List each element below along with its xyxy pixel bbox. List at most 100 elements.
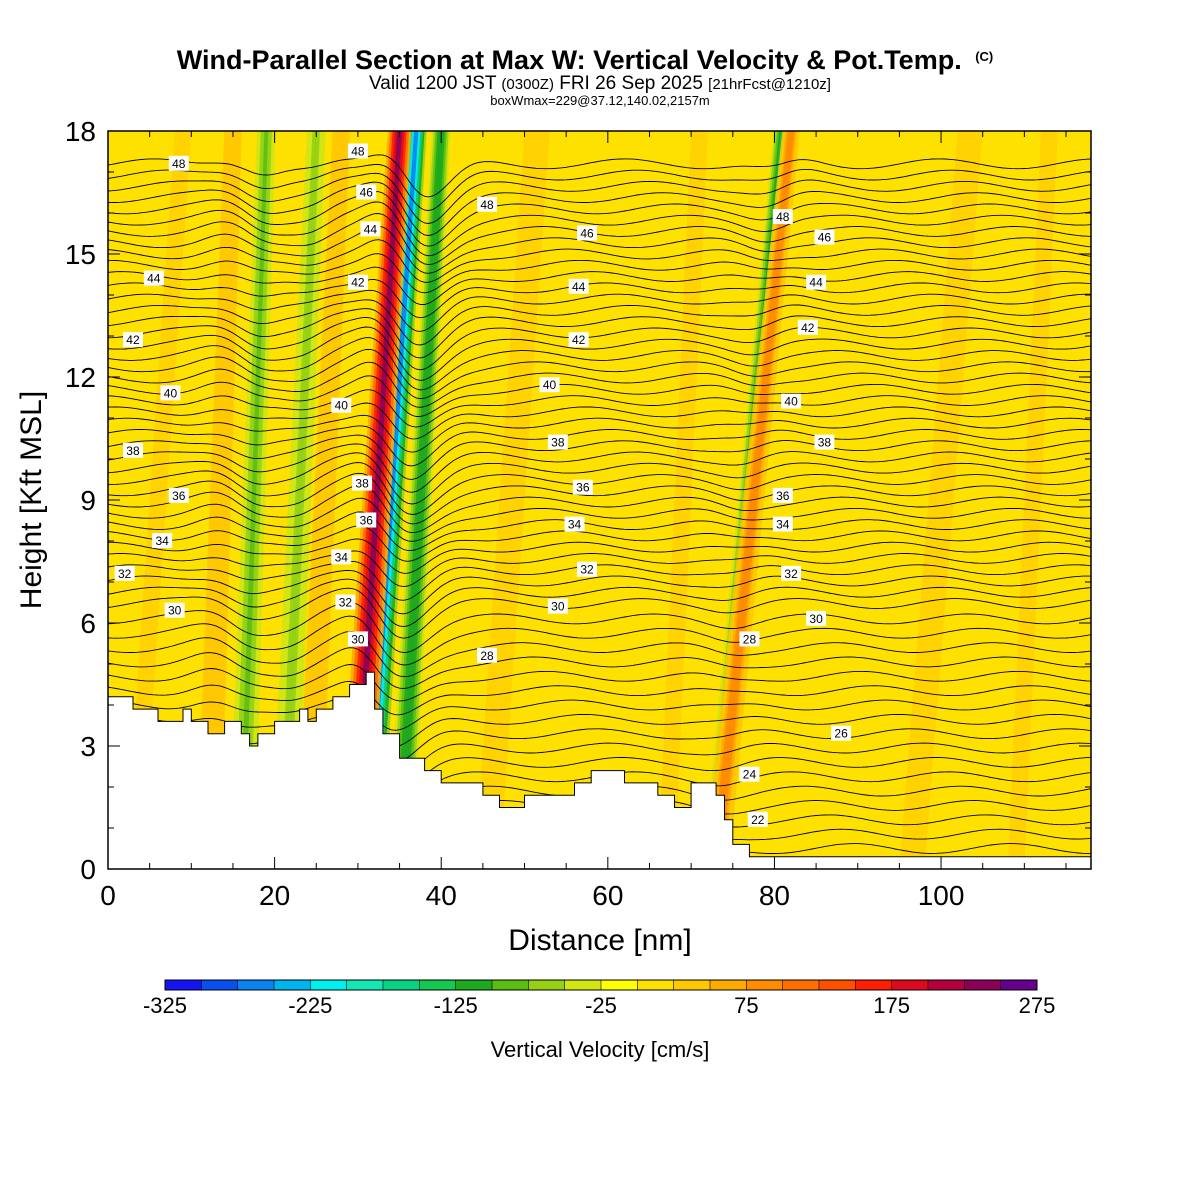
theta-label: 32	[577, 561, 598, 577]
theta-contour-line	[108, 472, 1091, 525]
theta-contour-line	[108, 164, 1091, 211]
theta-label: 30	[164, 602, 185, 618]
theta-label-text: 40	[543, 378, 557, 392]
velocity-plume	[195, 131, 242, 869]
theta-label-bg	[160, 385, 181, 401]
theta-contour-line	[108, 647, 1091, 689]
theta-label-text: 48	[480, 198, 494, 212]
theta-contour-line	[108, 711, 1091, 748]
theta-label: 32	[335, 594, 356, 610]
theta-label-text: 40	[784, 395, 798, 409]
theta-label-text: 44	[147, 272, 161, 286]
theta-contour-line	[108, 452, 1091, 505]
theta-label: 36	[772, 487, 793, 503]
colorbar-swatch	[274, 980, 311, 990]
colorbar-title: Vertical Velocity [cm/s]	[491, 1037, 710, 1062]
theta-label-bg	[739, 631, 760, 647]
colorbar-tick-label: 175	[873, 993, 910, 1018]
theta-label-text: 36	[360, 514, 374, 528]
colorbar-swatch	[492, 980, 529, 990]
theta-label-text: 30	[168, 604, 182, 618]
colorbar-swatch	[310, 980, 348, 990]
theta-label-bg	[143, 270, 164, 286]
theta-label-bg	[747, 811, 768, 827]
colorbar: -325 -225 -125 -25 75 175 275	[143, 979, 1056, 1018]
theta-label-text: 34	[335, 550, 349, 564]
theta-label-bg	[568, 278, 589, 294]
theta-contour-line	[108, 213, 1091, 266]
theta-label-bg	[547, 598, 568, 614]
theta-contour-line	[108, 326, 1091, 381]
theta-label: 40	[331, 397, 352, 413]
theta-label: 42	[122, 332, 143, 348]
chart-title: Wind-Parallel Section at Max W: Vertical…	[177, 45, 994, 75]
velocity-band	[205, 131, 235, 869]
theta-label-text: 36	[776, 489, 790, 503]
theta-label-bg	[168, 155, 189, 171]
theta-contour-line	[108, 414, 1091, 453]
plot-area: 22 24 26 28 28 30 30 30 30 32 32 32 32 34 34 34 34 36 36 36…	[107, 130, 1092, 870]
theta-contour-line	[108, 191, 1091, 247]
theta-label-bg	[739, 766, 760, 782]
theta-label-text: 30	[351, 632, 365, 646]
theta-label-text: 48	[776, 210, 790, 224]
theta-contour-line	[108, 538, 1091, 574]
theta-contour-line	[108, 253, 1091, 294]
theta-label-bg	[577, 561, 598, 577]
theta-label: 44	[143, 270, 164, 286]
x-axis-title: Distance [nm]	[508, 924, 691, 957]
theta-label-bg	[577, 225, 598, 241]
theta-label-text: 42	[572, 333, 586, 347]
colorbar-tick-label: -125	[434, 993, 478, 1018]
theta-label-text: 40	[164, 386, 178, 400]
theta-label-text: 38	[551, 436, 565, 450]
theta-contour-line	[108, 279, 1091, 319]
theta-label-text: 44	[809, 276, 823, 290]
colorbar-swatch	[601, 980, 638, 990]
theta-label-bg	[352, 475, 373, 491]
theta-label: 32	[114, 565, 135, 581]
theta-contour-line	[108, 560, 1091, 601]
theta-contour-line	[108, 525, 1091, 562]
theta-label: 44	[568, 278, 589, 294]
theta-label-text: 32	[580, 563, 594, 577]
valid-time-line: Valid 1200 JST (0300Z) FRI 26 Sep 2025 […	[369, 73, 831, 94]
theta-contour-line	[108, 680, 1091, 716]
theta-label-text: 46	[360, 186, 374, 200]
theta-label-bg	[772, 516, 793, 532]
velocity-plume	[295, 131, 351, 869]
weak-updraft-band	[1007, 131, 1058, 869]
colorbar-swatch	[564, 980, 602, 990]
theta-label-text: 26	[834, 727, 848, 741]
theta-contour-line	[108, 266, 1091, 305]
theta-label-text: 36	[172, 489, 186, 503]
y-tick-label: 6	[80, 608, 96, 639]
theta-label: 40	[539, 377, 560, 393]
velocity-band	[396, 131, 444, 869]
theta-label-bg	[335, 594, 356, 610]
theta-contour-line	[108, 601, 1091, 654]
theta-contour-line	[108, 434, 1091, 480]
theta-label-text: 32	[339, 596, 353, 610]
theta-contour-line	[108, 697, 1091, 731]
theta-label-text: 38	[355, 477, 369, 491]
theta-contour-line	[108, 587, 1091, 639]
theta-label: 46	[814, 229, 835, 245]
theta-label: 48	[772, 209, 793, 225]
theta-contour-line	[108, 154, 1091, 198]
theta-contour-line	[108, 337, 1091, 391]
x-tick-label: 100	[918, 880, 965, 911]
colorbar-tick-label: 275	[1019, 993, 1056, 1018]
theta-contour-line	[108, 239, 1091, 283]
theta-label-text: 28	[480, 649, 494, 663]
theta-contour-line	[108, 425, 1091, 467]
theta-label: 38	[547, 434, 568, 450]
theta-label-bg	[152, 533, 173, 548]
colorbar-swatch	[237, 980, 275, 990]
colorbar-swatch	[782, 980, 820, 990]
theta-label-bg	[164, 602, 185, 618]
theta-label-text: 48	[351, 145, 365, 159]
theta-label-bg	[122, 442, 143, 458]
theta-contour-line	[108, 181, 1091, 236]
theta-contour-line	[108, 402, 1091, 440]
